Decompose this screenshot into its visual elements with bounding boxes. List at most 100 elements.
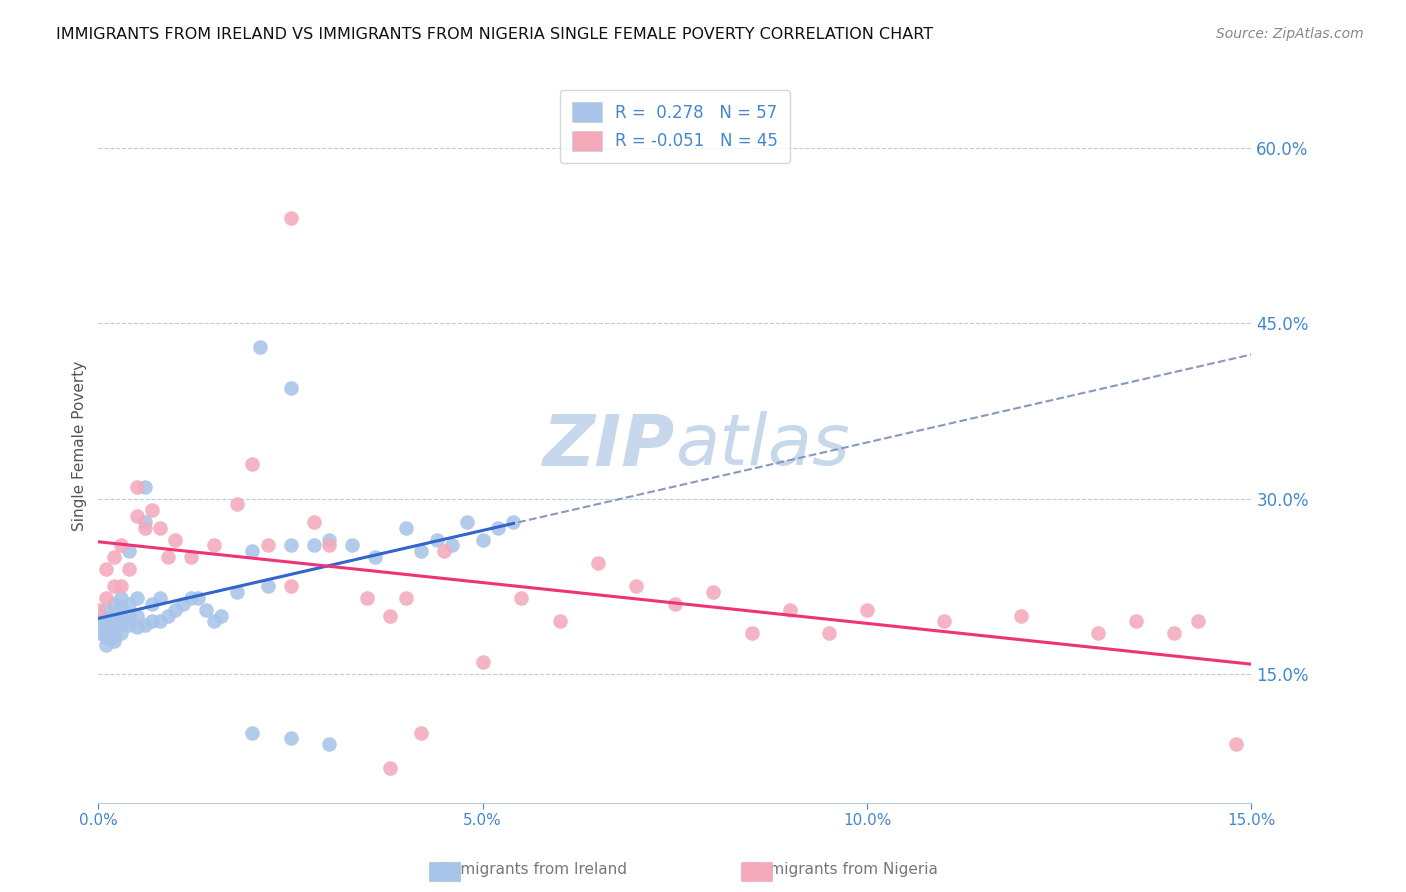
Point	[103, 597, 125, 611]
Point	[134, 480, 156, 494]
Point	[202, 615, 225, 629]
Point	[103, 615, 125, 629]
Point	[395, 521, 418, 535]
Text: IMMIGRANTS FROM IRELAND VS IMMIGRANTS FROM NIGERIA SINGLE FEMALE POVERTY CORRELA: IMMIGRANTS FROM IRELAND VS IMMIGRANTS FR…	[56, 27, 934, 42]
Point	[280, 211, 302, 225]
Point	[165, 603, 187, 617]
Point	[149, 521, 172, 535]
Legend: R =  0.278   N = 57, R = -0.051   N = 45: R = 0.278 N = 57, R = -0.051 N = 45	[560, 90, 790, 162]
Point	[1163, 626, 1185, 640]
Point	[280, 731, 302, 746]
Point	[225, 585, 247, 599]
Point	[195, 603, 218, 617]
Point	[202, 538, 225, 552]
Point	[380, 608, 402, 623]
Point	[318, 737, 340, 751]
Point	[110, 591, 132, 605]
Point	[932, 615, 955, 629]
Point	[586, 556, 609, 570]
Point	[240, 544, 263, 558]
Point	[856, 603, 879, 617]
Point	[87, 603, 110, 617]
Point	[118, 608, 141, 623]
Point	[94, 611, 117, 625]
Point	[318, 538, 340, 552]
Point	[94, 603, 117, 617]
Point	[110, 599, 132, 614]
Point	[817, 626, 839, 640]
Point	[249, 340, 271, 354]
Point	[149, 591, 172, 605]
Point	[118, 597, 141, 611]
Point	[1125, 615, 1147, 629]
Point	[240, 457, 263, 471]
Point	[172, 597, 194, 611]
Point	[1010, 608, 1032, 623]
Point	[433, 544, 456, 558]
Point	[110, 538, 132, 552]
Point	[456, 515, 478, 529]
Point	[280, 380, 302, 394]
Point	[149, 615, 172, 629]
Point	[103, 634, 125, 648]
Point	[110, 626, 132, 640]
Point	[156, 608, 179, 623]
Point	[94, 638, 117, 652]
Point	[118, 544, 141, 558]
Point	[165, 533, 187, 547]
Point	[256, 579, 278, 593]
Point	[471, 533, 494, 547]
Point	[110, 618, 132, 632]
Point	[209, 608, 232, 623]
Point	[411, 544, 433, 558]
Point	[141, 597, 163, 611]
Point	[87, 626, 110, 640]
Point	[118, 618, 141, 632]
Point	[103, 579, 125, 593]
Point	[240, 725, 263, 739]
Text: atlas: atlas	[675, 411, 849, 481]
Point	[94, 618, 117, 632]
Point	[180, 550, 202, 565]
Point	[110, 579, 132, 593]
Point	[426, 533, 449, 547]
Point	[1187, 615, 1209, 629]
Point	[471, 656, 494, 670]
Point	[702, 585, 724, 599]
Point	[225, 498, 247, 512]
Point	[502, 515, 524, 529]
Point	[180, 591, 202, 605]
Point	[118, 562, 141, 576]
Point	[1087, 626, 1109, 640]
Text: Immigrants from Ireland: Immigrants from Ireland	[441, 863, 627, 877]
Point	[626, 579, 648, 593]
Point	[103, 623, 125, 637]
Point	[318, 533, 340, 547]
Point	[125, 620, 148, 634]
Text: ZIP: ZIP	[543, 411, 675, 481]
Point	[1225, 737, 1247, 751]
Point	[340, 538, 363, 552]
Point	[125, 608, 148, 623]
Point	[94, 562, 117, 576]
Point	[94, 630, 117, 644]
Text: Immigrants from Nigeria: Immigrants from Nigeria	[749, 863, 938, 877]
Point	[741, 626, 763, 640]
Point	[125, 480, 148, 494]
Point	[134, 618, 156, 632]
Point	[395, 591, 418, 605]
Point	[134, 515, 156, 529]
Point	[440, 538, 463, 552]
Point	[156, 550, 179, 565]
Point	[125, 591, 148, 605]
Point	[302, 515, 325, 529]
Point	[103, 608, 125, 623]
Point	[141, 503, 163, 517]
Text: Source: ZipAtlas.com: Source: ZipAtlas.com	[1216, 27, 1364, 41]
Point	[94, 591, 117, 605]
Point	[302, 538, 325, 552]
Point	[103, 550, 125, 565]
Point	[280, 579, 302, 593]
Point	[87, 615, 110, 629]
Point	[486, 521, 509, 535]
